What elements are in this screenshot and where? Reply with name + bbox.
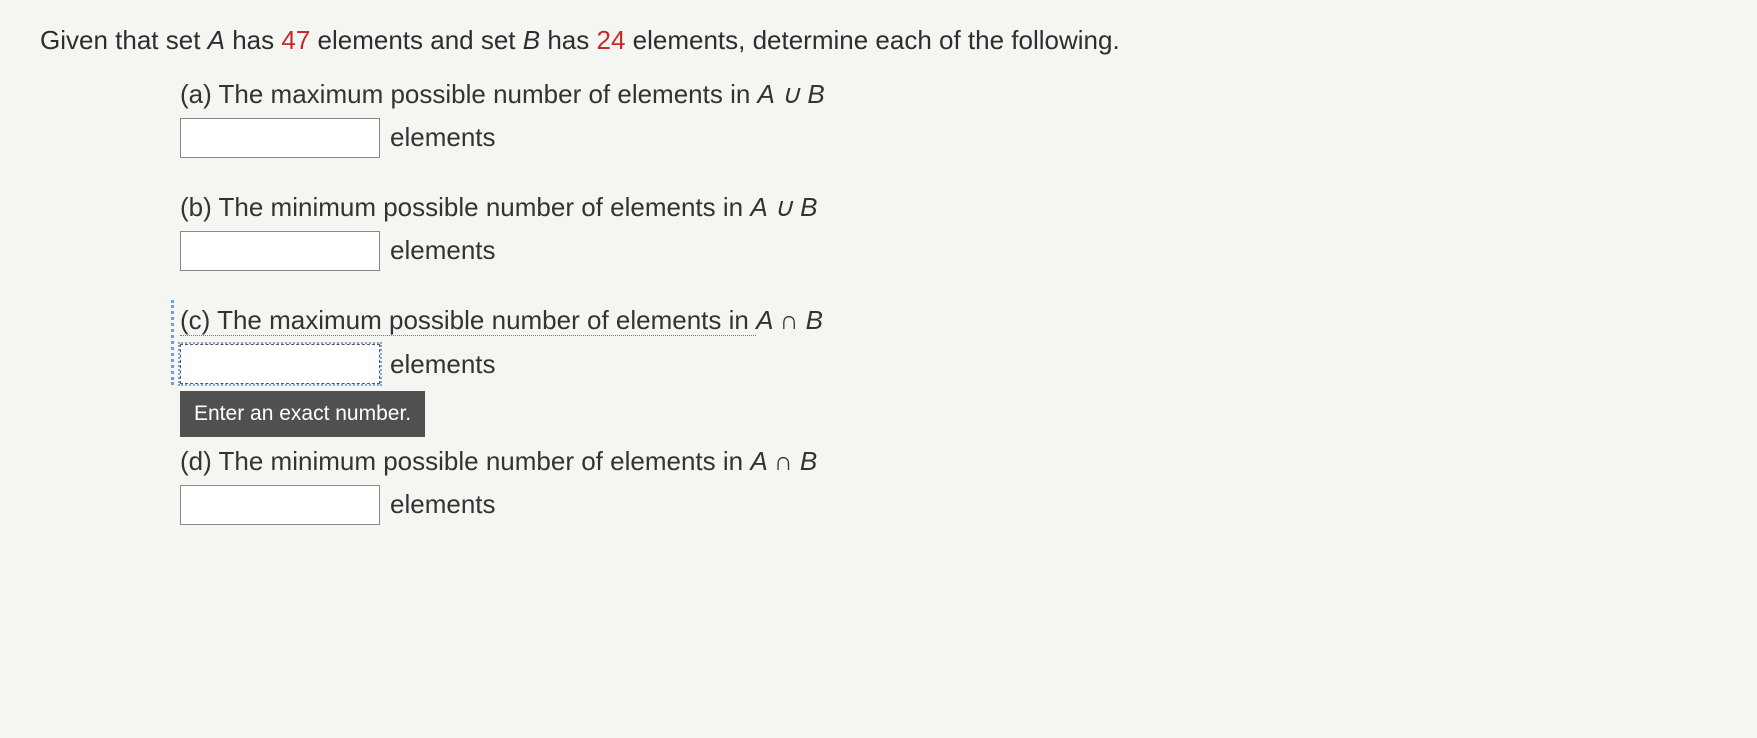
text-mid2: elements and set <box>310 25 522 55</box>
problem-statement: Given that set A has 47 elements and set… <box>40 20 1717 62</box>
part-c: (c) The maximum possible number of eleme… <box>180 300 1717 437</box>
part-b-label: (b) The minimum possible number of eleme… <box>180 192 750 222</box>
part-d-label: (d) The minimum possible number of eleme… <box>180 446 750 476</box>
part-a-units: elements <box>390 117 496 159</box>
part-a-prompt: (a) The maximum possible number of eleme… <box>180 74 1717 116</box>
set-b-var: B <box>523 25 540 55</box>
part-c-focused-region: (c) The maximum possible number of eleme… <box>171 300 1717 385</box>
part-b-input[interactable] <box>180 231 380 271</box>
part-b: (b) The minimum possible number of eleme… <box>180 187 1717 272</box>
part-b-prompt: (b) The minimum possible number of eleme… <box>180 187 1717 229</box>
part-c-label: (c) The maximum possible number of eleme… <box>180 305 756 336</box>
part-a-answer-row: elements <box>180 117 1717 159</box>
part-c-input[interactable] <box>180 344 380 384</box>
part-c-prompt: (c) The maximum possible number of eleme… <box>180 300 1717 342</box>
part-a-input[interactable] <box>180 118 380 158</box>
part-c-expr: A ∩ B <box>756 305 823 335</box>
part-a-label: (a) The maximum possible number of eleme… <box>180 79 758 109</box>
part-d-input[interactable] <box>180 485 380 525</box>
part-b-answer-row: elements <box>180 230 1717 272</box>
part-b-expr: A ∪ B <box>750 192 817 222</box>
part-d: (d) The minimum possible number of eleme… <box>180 441 1717 526</box>
part-a-expr: A ∪ B <box>758 79 825 109</box>
part-a: (a) The maximum possible number of eleme… <box>180 74 1717 159</box>
part-d-answer-row: elements <box>180 484 1717 526</box>
part-d-expr: A ∩ B <box>750 446 817 476</box>
set-a-var: A <box>208 25 225 55</box>
part-c-answer-row: elements <box>180 344 1717 386</box>
count-a: 47 <box>281 25 310 55</box>
part-b-units: elements <box>390 230 496 272</box>
text-mid3: has <box>540 25 596 55</box>
part-c-tooltip: Enter an exact number. <box>180 391 425 437</box>
part-d-units: elements <box>390 484 496 526</box>
text-prefix: Given that set <box>40 25 208 55</box>
count-b: 24 <box>596 25 625 55</box>
text-mid1: has <box>225 25 281 55</box>
question-container: Given that set A has 47 elements and set… <box>40 20 1717 526</box>
text-suffix: elements, determine each of the followin… <box>625 25 1119 55</box>
part-c-units: elements <box>390 344 496 386</box>
part-d-prompt: (d) The minimum possible number of eleme… <box>180 441 1717 483</box>
